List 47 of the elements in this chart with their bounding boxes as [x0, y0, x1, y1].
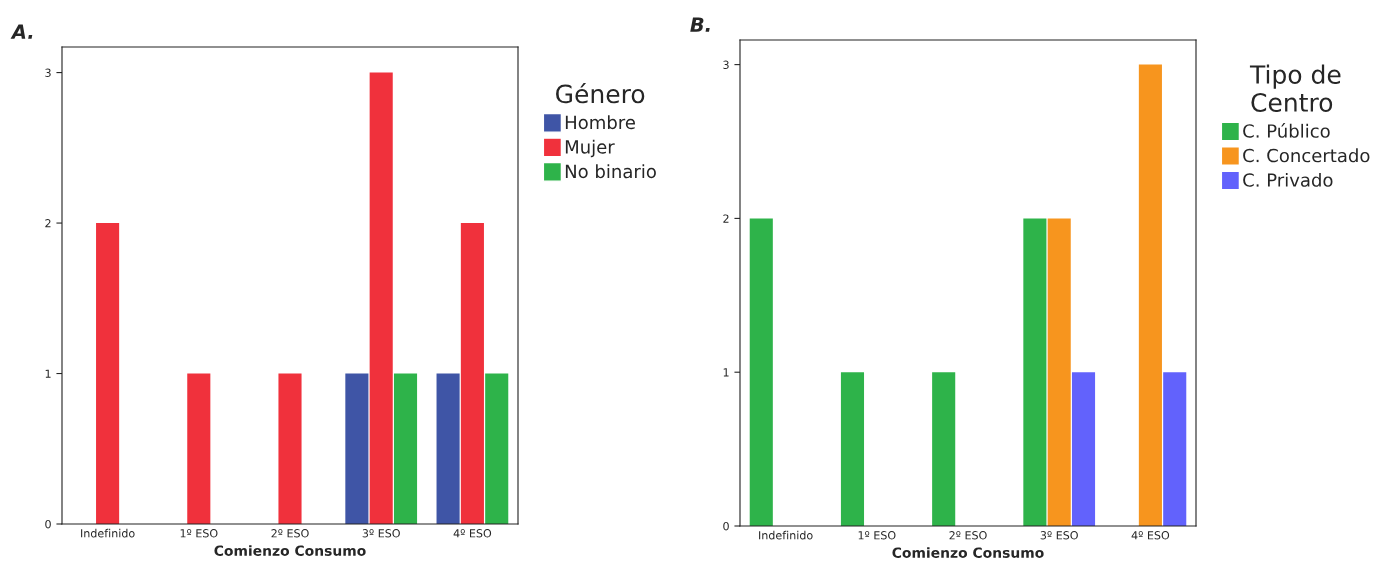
chart-title: A. — [10, 24, 33, 39]
bar — [1138, 64, 1162, 526]
legend-label: Hombre — [565, 115, 635, 130]
legend-label: Mujer — [565, 139, 615, 158]
x-tick-label: Indefinido — [759, 530, 813, 540]
bar — [278, 373, 302, 524]
bar — [460, 223, 484, 524]
bar — [1047, 218, 1071, 526]
bar — [187, 373, 211, 524]
bar — [749, 218, 773, 526]
bar — [1071, 372, 1096, 526]
legend-label: C. Concertado — [1243, 148, 1370, 163]
y-tick-label: 1 — [45, 369, 51, 378]
y-tick-label: 2 — [723, 214, 729, 223]
legend-title: Tipo de Centro — [1249, 64, 1341, 112]
bar — [1023, 218, 1047, 526]
bar — [485, 373, 509, 524]
y-tick-label: 0 — [723, 521, 729, 531]
bar — [393, 373, 418, 524]
y-tick-label: 3 — [723, 60, 729, 69]
x-tick-label: 2º ESO — [949, 531, 987, 540]
y-tick-label: 1 — [723, 368, 729, 377]
x-tick-label: 4º ESO — [1131, 531, 1170, 540]
legend-label: C. Privado — [1243, 172, 1333, 187]
y-tick-label: 2 — [45, 219, 51, 228]
y-tick-label: 3 — [45, 68, 51, 77]
bar — [96, 223, 120, 524]
legend-label: No binario — [565, 164, 656, 179]
x-tick-label: 1º ESO — [180, 529, 218, 538]
legend-label: C. Público — [1243, 123, 1330, 138]
legend-title: Género — [556, 82, 645, 104]
y-tick-label: 0 — [45, 519, 51, 529]
x-tick-label: Indefinido — [81, 528, 135, 538]
bar — [1163, 372, 1187, 526]
bar — [369, 72, 393, 524]
x-axis-title: Comienzo Consumo — [214, 545, 366, 556]
x-tick-label: 2º ESO — [271, 529, 309, 538]
x-tick-label: 3º ESO — [1040, 531, 1078, 540]
bar — [345, 373, 369, 524]
chart-title: B. — [690, 17, 710, 32]
x-tick-label: 3º ESO — [362, 529, 400, 538]
bar — [932, 372, 956, 526]
x-tick-label: 1º ESO — [858, 531, 896, 540]
x-tick-label: 4º ESO — [453, 529, 492, 538]
bar — [436, 373, 460, 524]
bar — [840, 372, 865, 526]
x-axis-title: Comienzo Consumo — [892, 547, 1044, 558]
